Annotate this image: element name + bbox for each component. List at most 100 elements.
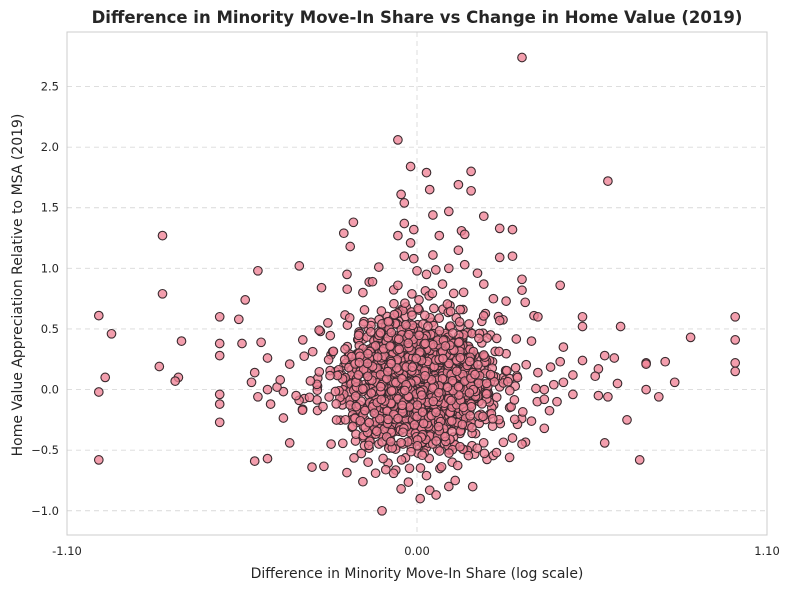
- data-point: [457, 419, 468, 430]
- data-point: [452, 460, 463, 471]
- data-point: [421, 167, 432, 178]
- data-point: [370, 468, 381, 479]
- data-point: [407, 310, 417, 321]
- data-point: [472, 443, 483, 454]
- data-point: [375, 381, 386, 392]
- data-point: [428, 210, 438, 220]
- data-point: [455, 352, 466, 363]
- data-point: [359, 305, 370, 315]
- data-point: [660, 356, 671, 367]
- data-point: [420, 338, 431, 349]
- data-point: [603, 176, 613, 186]
- x-tick-label: 0.00: [404, 544, 430, 558]
- data-point: [590, 371, 601, 382]
- data-point: [253, 265, 263, 276]
- data-point: [396, 455, 407, 465]
- data-point: [360, 405, 370, 416]
- data-point: [291, 390, 301, 401]
- data-point: [494, 223, 505, 234]
- data-point: [464, 319, 474, 329]
- data-point: [93, 387, 104, 397]
- data-point: [438, 353, 448, 364]
- data-point: [396, 437, 406, 448]
- data-point: [510, 362, 521, 373]
- y-tick-label: 1.0: [41, 261, 59, 275]
- data-point: [424, 485, 435, 496]
- y-tick-label: −0.5: [31, 443, 59, 457]
- data-point: [249, 456, 260, 466]
- data-point: [344, 313, 355, 323]
- data-point: [331, 399, 342, 409]
- data-point: [214, 311, 225, 322]
- data-point: [214, 338, 225, 349]
- data-point: [253, 391, 263, 402]
- plot-frame: [66, 31, 768, 536]
- data-point: [504, 452, 515, 463]
- data-point: [443, 481, 454, 492]
- data-point: [470, 369, 480, 380]
- data-point: [481, 389, 492, 399]
- data-point: [494, 252, 505, 263]
- data-point: [358, 476, 368, 487]
- data-point: [358, 319, 369, 329]
- data-point: [634, 455, 645, 465]
- data-point: [472, 268, 483, 279]
- x-tick-labels: -1.10 0.00 1.10: [52, 544, 780, 558]
- data-point: [407, 289, 417, 299]
- data-point: [428, 250, 438, 260]
- data-point: [176, 336, 187, 346]
- data-point: [533, 311, 543, 322]
- data-point: [170, 376, 181, 386]
- data-point: [494, 346, 504, 357]
- data-point: [428, 339, 438, 350]
- data-point: [465, 410, 475, 421]
- data-point: [507, 433, 518, 443]
- data-point: [389, 298, 399, 309]
- data-point: [501, 296, 511, 306]
- data-point: [437, 279, 448, 289]
- data-point: [730, 311, 741, 322]
- data-point: [100, 372, 111, 383]
- data-point: [371, 426, 382, 437]
- data-point: [339, 354, 350, 365]
- data-point: [641, 384, 651, 395]
- data-point: [533, 367, 543, 378]
- data-point: [417, 450, 428, 461]
- data-point: [330, 386, 341, 397]
- data-point: [446, 395, 456, 406]
- data-point: [464, 388, 475, 398]
- data-point: [653, 391, 664, 402]
- data-point: [299, 351, 310, 362]
- data-point: [552, 396, 562, 407]
- data-point: [448, 288, 459, 299]
- data-point: [526, 336, 537, 346]
- data-point: [478, 437, 489, 448]
- data-point: [214, 417, 225, 428]
- y-tick-label: 0.0: [41, 383, 59, 397]
- data-point: [507, 251, 518, 262]
- data-point: [350, 391, 361, 402]
- data-point: [325, 370, 335, 381]
- data-point: [386, 358, 396, 369]
- data-point: [408, 253, 419, 264]
- data-point: [459, 259, 470, 270]
- data-point: [478, 350, 489, 360]
- data-point: [453, 245, 464, 256]
- data-point: [319, 461, 329, 472]
- data-point: [451, 366, 462, 377]
- data-point: [278, 386, 289, 397]
- data-point: [459, 229, 470, 240]
- data-point: [445, 306, 456, 317]
- data-point: [479, 448, 490, 459]
- data-point: [433, 387, 444, 398]
- data-point: [517, 274, 527, 285]
- data-point: [249, 367, 260, 378]
- data-point: [157, 288, 168, 299]
- data-point: [429, 303, 439, 314]
- data-point: [401, 320, 411, 330]
- data-point: [275, 375, 286, 385]
- y-tick-label: 0.5: [41, 322, 59, 336]
- data-point: [414, 330, 424, 341]
- data-point: [403, 477, 414, 487]
- data-point: [434, 313, 445, 323]
